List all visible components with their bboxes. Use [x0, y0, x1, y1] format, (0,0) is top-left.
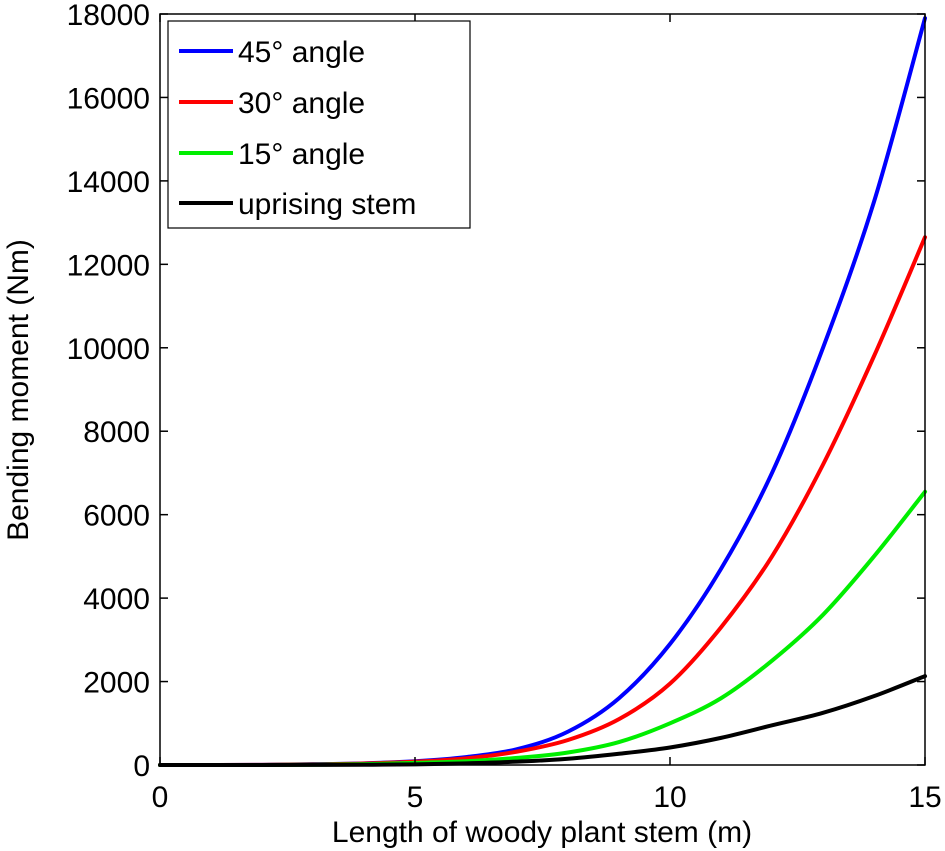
x-tick-label: 15 — [908, 781, 941, 814]
legend-entry: uprising stem — [179, 188, 416, 221]
y-tick-label: 16000 — [67, 82, 150, 115]
series-line-1 — [158, 235, 927, 768]
legend-label-uprising: uprising stem — [238, 188, 416, 221]
x-axis-label: Length of woody plant stem (m) — [332, 816, 752, 849]
x-tick-label: 5 — [407, 781, 424, 814]
y-tick-label: 6000 — [83, 500, 150, 533]
series-line-2 — [158, 489, 927, 768]
y-tick-label: 0 — [133, 750, 150, 783]
legend-box — [167, 20, 471, 229]
legend-entry: 45° angle — [179, 36, 365, 69]
y-tick-label: 2000 — [83, 667, 150, 700]
legend-label-45: 45° angle — [238, 36, 365, 69]
y-tick-label: 18000 — [67, 0, 150, 32]
legend-entry: 30° angle — [179, 87, 365, 120]
x-tick-label: 0 — [152, 781, 169, 814]
axis-ticks — [159, 13, 926, 766]
y-tick-label: 14000 — [67, 166, 150, 199]
y-tick-label: 4000 — [83, 583, 150, 616]
legend-label-30: 30° angle — [238, 87, 365, 120]
legend: 45° angle 30° angle 15° angle uprising s… — [167, 20, 471, 229]
tick-labels: 0 5 10 15 0 2000 4000 6000 8000 10000 12000 14000 16… — [67, 0, 942, 814]
legend-entry: 15° angle — [179, 138, 365, 171]
y-tick-label: 10000 — [67, 333, 150, 366]
legend-label-15: 15° angle — [238, 138, 365, 171]
y-tick-label: 12000 — [67, 249, 150, 282]
plot-frame — [159, 13, 926, 766]
y-axis-label: Bending moment (Nm) — [2, 239, 35, 541]
x-tick-label: 10 — [653, 781, 686, 814]
series-line-3 — [158, 674, 927, 768]
y-tick-label: 8000 — [83, 416, 150, 449]
